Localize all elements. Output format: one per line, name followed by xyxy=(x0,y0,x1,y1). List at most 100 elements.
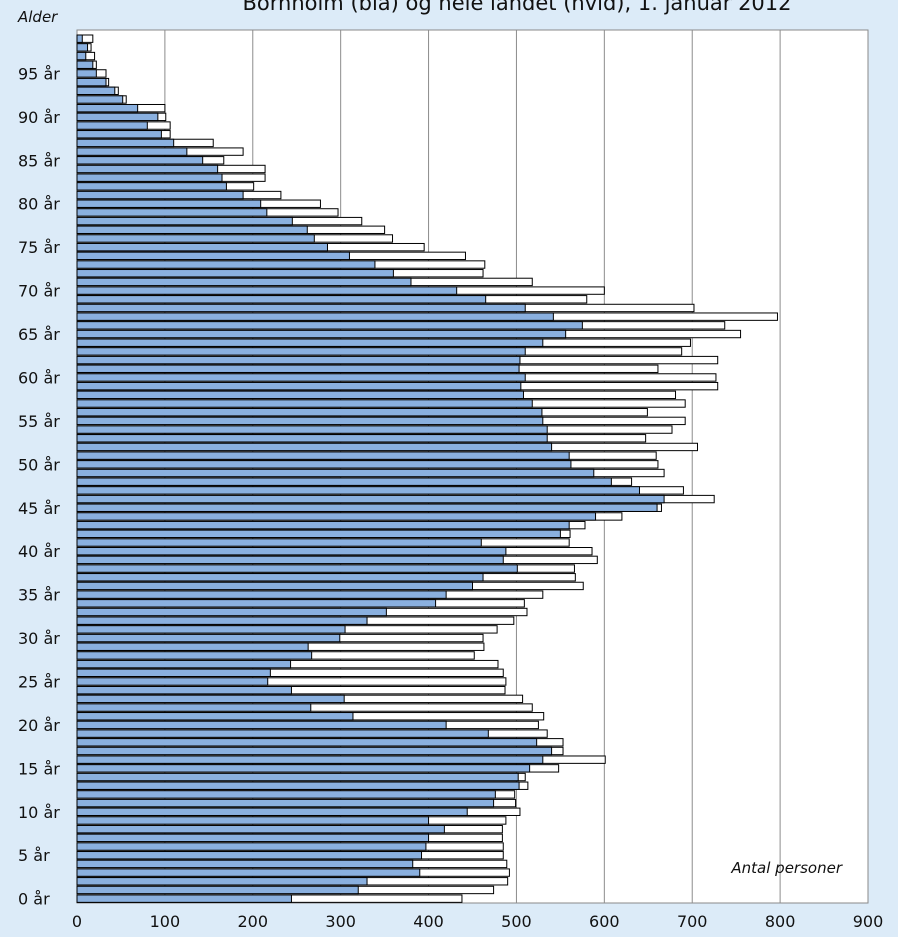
bar xyxy=(76,712,354,721)
x-tick-labels: 0 100 200 300 400 500 600 700 800 900 xyxy=(72,912,883,931)
y-tick-label: 55 år xyxy=(18,412,60,431)
bar xyxy=(76,182,227,191)
bar xyxy=(76,34,83,43)
bar xyxy=(76,564,518,573)
y-tick-label: 45 år xyxy=(18,499,60,518)
bar xyxy=(76,103,139,113)
series-bornholm xyxy=(76,34,665,903)
bar xyxy=(76,373,526,382)
y-tick-label: 0 år xyxy=(18,890,50,909)
bar xyxy=(76,434,548,443)
bar xyxy=(76,242,328,252)
bar xyxy=(76,599,437,608)
bar xyxy=(76,790,496,799)
bar xyxy=(76,86,116,95)
x-tick-label: 800 xyxy=(765,912,796,931)
y-tick-label: 95 år xyxy=(18,64,60,83)
bar xyxy=(76,694,345,704)
y-tick-label: 25 år xyxy=(18,672,60,691)
y-tick-label: 20 år xyxy=(18,716,60,735)
bar xyxy=(76,95,124,104)
bar xyxy=(76,772,519,782)
bar xyxy=(76,121,148,130)
bar xyxy=(76,573,484,582)
y-tick-label: 70 år xyxy=(18,282,60,301)
bar xyxy=(76,851,423,860)
bar xyxy=(76,720,447,730)
bar xyxy=(76,416,544,426)
bar xyxy=(76,633,341,643)
bar xyxy=(76,668,271,677)
bar xyxy=(76,216,293,226)
bar xyxy=(76,69,97,78)
bar xyxy=(76,503,658,512)
bar xyxy=(76,329,567,339)
x-tick-label: 700 xyxy=(677,912,708,931)
y-tick-label: 15 år xyxy=(18,759,60,778)
y-tick-label: 30 år xyxy=(18,629,60,648)
bar xyxy=(76,442,553,452)
bar xyxy=(76,277,412,287)
bar xyxy=(76,208,268,217)
bar xyxy=(76,538,482,547)
bar xyxy=(76,520,570,530)
bar xyxy=(76,225,308,234)
bar xyxy=(76,833,430,843)
x-tick-label: 500 xyxy=(501,912,532,931)
bar xyxy=(76,312,554,321)
y-tick-label: 60 år xyxy=(18,368,60,387)
bar xyxy=(76,147,188,156)
x-tick-label: 100 xyxy=(150,912,181,931)
bar xyxy=(76,321,583,330)
y-tick-label: 35 år xyxy=(18,586,60,605)
bar xyxy=(76,451,570,460)
x-tick-label: 900 xyxy=(853,912,884,931)
bar xyxy=(76,164,219,174)
bar xyxy=(76,364,520,373)
bar xyxy=(76,616,368,625)
bar xyxy=(76,390,524,400)
y-tick-label: 40 år xyxy=(18,542,60,561)
bar xyxy=(76,859,414,869)
bar xyxy=(76,877,368,886)
bar xyxy=(76,755,544,764)
bar xyxy=(76,555,504,565)
bar xyxy=(76,199,262,208)
bar xyxy=(76,269,394,278)
bar xyxy=(76,251,350,261)
bar xyxy=(76,729,489,738)
bar xyxy=(76,590,447,599)
bar xyxy=(76,685,292,695)
bar xyxy=(76,807,468,816)
x-tick-label: 600 xyxy=(589,912,620,931)
bar xyxy=(76,425,548,434)
x-tick-label: 300 xyxy=(325,912,356,931)
bar xyxy=(76,295,487,304)
y-tick-label: 10 år xyxy=(18,803,60,822)
bar xyxy=(76,260,376,269)
bar xyxy=(76,781,520,790)
bar xyxy=(76,234,315,243)
bar xyxy=(76,677,269,686)
bar xyxy=(76,138,175,148)
x-tick-label: 0 xyxy=(72,912,82,931)
bars xyxy=(76,34,778,903)
bar xyxy=(76,885,359,895)
y-tick-labels: 0 år 5 år 10 år 15 år 20 år 25 år 30 år 35 år 40… xyxy=(18,64,60,908)
bar xyxy=(76,512,597,521)
bar xyxy=(76,494,665,504)
bar xyxy=(76,703,312,712)
bar xyxy=(76,477,612,486)
bar xyxy=(76,338,544,347)
x-tick-label: 200 xyxy=(238,912,269,931)
bar xyxy=(76,746,553,756)
bar xyxy=(76,460,572,469)
y-axis-label: Alder xyxy=(17,8,58,26)
bar xyxy=(76,468,595,478)
bar xyxy=(76,738,538,747)
bar xyxy=(76,60,94,69)
bar xyxy=(76,842,427,851)
bar xyxy=(76,581,473,591)
bar xyxy=(76,381,522,391)
y-tick-label: 50 år xyxy=(18,455,60,474)
